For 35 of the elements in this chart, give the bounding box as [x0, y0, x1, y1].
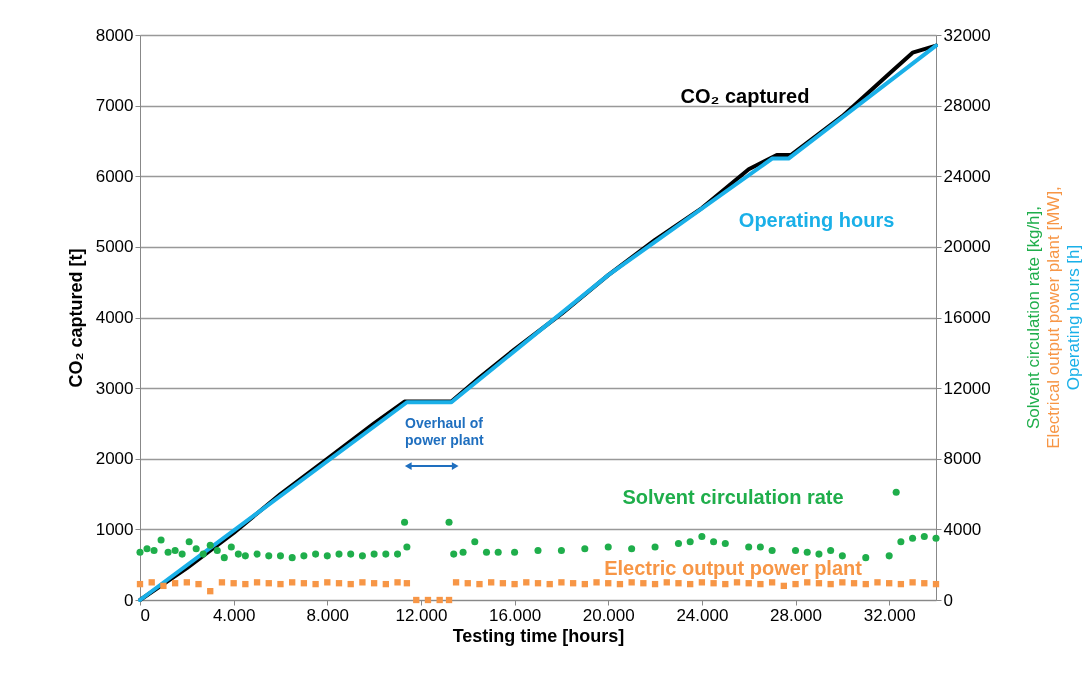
x-tick-label: 28.000: [770, 605, 823, 625]
x-tick-label: 12.000: [395, 605, 448, 625]
x-tick-label: 0: [140, 605, 150, 625]
y2-axis-title: Solvent circulation rate [kg/h], Electrical output power plant [MW], Operating hours [h]: [1024, 186, 1083, 449]
y-axis-title: CO₂ captured [t]: [65, 248, 86, 388]
x-tick-label: 32.000: [863, 605, 916, 625]
y2-tick-label: 32000: [943, 25, 991, 45]
y2-tick-label: 8000: [943, 449, 982, 469]
x-tick-label: 8.000: [306, 605, 350, 625]
annotation: Overhaul of power plant: [405, 414, 484, 448]
y2-tick-label: 12000: [943, 378, 991, 398]
series-label: Electric output power plant: [604, 556, 863, 579]
y-tick-label: 4000: [95, 308, 134, 327]
y2-tick-label: 4000: [943, 519, 982, 539]
y2-tick-label: 20000: [943, 237, 991, 257]
y-tick-label: 7000: [95, 96, 134, 116]
x-tick-label: 4.000: [212, 605, 256, 625]
x-tick-label: 24.000: [676, 605, 729, 625]
y-tick-label: 6000: [95, 166, 134, 186]
x-tick-label: 16.000: [489, 605, 542, 625]
y-tick-label: 0: [124, 590, 134, 610]
series-label: Solvent circulation rate: [622, 486, 844, 509]
y-tick-label: 5000: [95, 237, 134, 257]
y-tick-label: 8000: [95, 25, 134, 45]
y-tick-label: 1000: [95, 519, 134, 539]
series-label: Operating hours: [738, 209, 895, 232]
x-tick-label: 20.000: [582, 605, 635, 625]
series-label: CO₂ captured: [680, 85, 810, 108]
y2-tick-label: 0: [943, 590, 953, 610]
x-axis-title: Testing time [hours]: [452, 625, 625, 646]
y2-tick-label: 24000: [943, 166, 991, 186]
y2-tick-label: 16000: [943, 308, 991, 327]
y2-tick-label: 28000: [943, 96, 991, 116]
y-tick-label: 3000: [95, 378, 134, 398]
y-tick-label: 2000: [95, 449, 134, 469]
